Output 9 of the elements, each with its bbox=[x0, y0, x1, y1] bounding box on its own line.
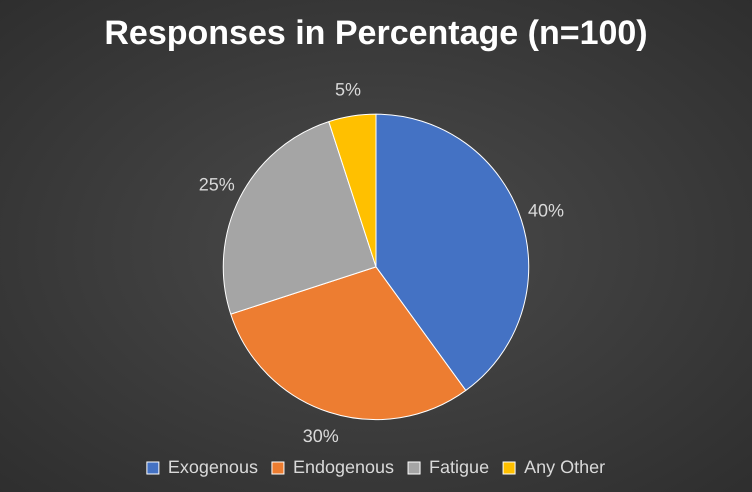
data-label: 40% bbox=[528, 200, 564, 221]
data-label: 5% bbox=[335, 79, 362, 100]
data-label: 30% bbox=[302, 426, 339, 446]
legend-label: Endogenous bbox=[292, 456, 394, 477]
legend-label: Exogenous bbox=[168, 456, 258, 477]
legend-label: Fatigue bbox=[429, 456, 490, 477]
chart-title: Responses in Percentage (n=100) bbox=[104, 14, 648, 52]
data-label: 25% bbox=[198, 174, 235, 195]
legend-label: Any Other bbox=[524, 456, 606, 477]
